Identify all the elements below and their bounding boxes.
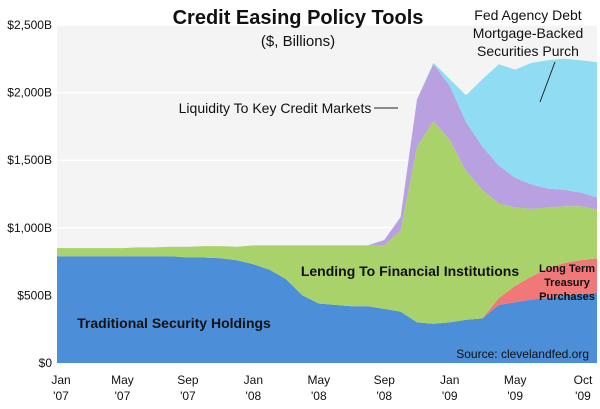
- y-axis-tick-labels: $0 $500B $1,000B $1,500B $2,000B $2,500B: [7, 18, 52, 370]
- x-tick-label: Oct '09: [574, 373, 593, 403]
- source-credit: Source: clevelandfed.org: [456, 347, 589, 361]
- annotation-liquidity-to-key-credit-markets: Liquidity To Key Credit Markets: [179, 100, 372, 116]
- annotation-traditional-security-holdings: Traditional Security Holdings: [77, 315, 271, 331]
- annotation-treasury-line-2: Treasury: [544, 277, 591, 289]
- x-tick-label: May '08: [307, 373, 330, 403]
- area-series-group: [57, 58, 597, 363]
- area-series-traditional-security-holdings: [57, 256, 597, 363]
- x-tick-label: Jan '08: [244, 373, 263, 403]
- y-tick-label: $1,500B: [7, 153, 52, 167]
- annotation-treasury-line-1: Long Term: [539, 263, 595, 275]
- x-tick-label: May '09: [504, 373, 527, 403]
- x-tick-label: Jan '09: [440, 373, 459, 403]
- area-series-lending-to-financial-institutions: [57, 121, 597, 324]
- area-series-liquidity-to-key-credit-markets: [57, 64, 597, 249]
- chart-title: Credit Easing Policy Tools: [173, 7, 424, 29]
- annotation-agency-line-2: Mortgage-Backed: [473, 25, 584, 41]
- y-tick-label: $2,500B: [7, 18, 52, 32]
- annotation-lending-to-financial-institutions: Lending To Financial Institutions: [301, 263, 519, 279]
- x-tick-label: May '07: [111, 373, 134, 403]
- y-tick-label: $0: [39, 356, 53, 370]
- x-tick-label: Sep '07: [177, 373, 199, 403]
- area-series-fed-agency-debt-mortgage-backed-securities-purch: [57, 58, 597, 249]
- chart-subtitle: ($, Billions): [261, 33, 335, 50]
- agency-leader-line: [539, 61, 556, 103]
- y-tick-label: $1,000B: [7, 221, 52, 235]
- y-tick-label: $500B: [17, 288, 52, 302]
- annotation-treasury-line-3: Purchases: [539, 291, 595, 303]
- y-tick-label: $2,000B: [7, 86, 52, 100]
- x-tick-label: Jan '07: [51, 373, 70, 403]
- annotation-agency-line-3: Securities Purch: [477, 43, 579, 59]
- x-tick-label: Sep '08: [374, 373, 396, 403]
- annotation-agency-line-1: Fed Agency Debt: [474, 7, 582, 23]
- x-axis-tick-labels: Jan '07 May '07 Sep '07 Jan '08 May '08 Sep '08 Jan '…: [51, 373, 593, 403]
